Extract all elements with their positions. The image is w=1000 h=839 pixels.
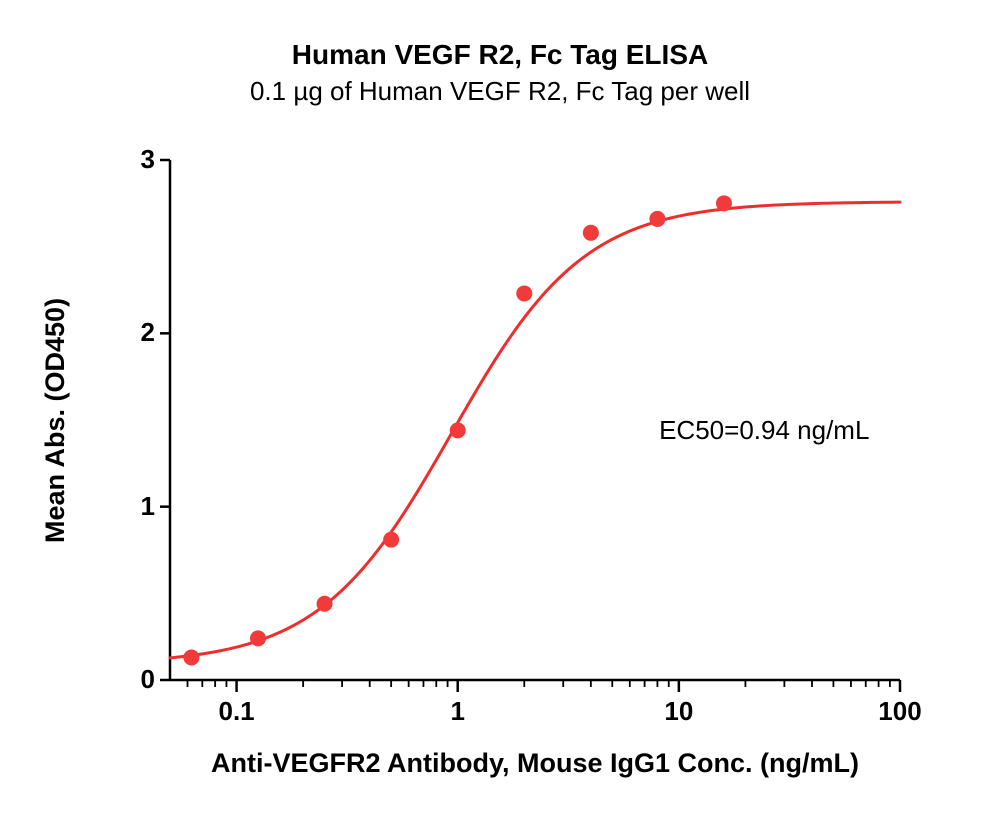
y-tick-label: 0 (115, 664, 155, 695)
elisa-chart: Human VEGF R2, Fc Tag ELISA 0.1 µg of Hu… (0, 0, 1000, 839)
y-tick-label: 1 (115, 491, 155, 522)
y-tick-label: 2 (115, 317, 155, 348)
chart-title-block: Human VEGF R2, Fc Tag ELISA 0.1 µg of Hu… (0, 38, 1000, 107)
x-tick-label: 1 (450, 696, 464, 727)
x-tick-label: 10 (664, 696, 693, 727)
x-tick-label: 100 (878, 696, 921, 727)
y-axis-label: Mean Abs. (OD450) (40, 297, 71, 542)
chart-title-main: Human VEGF R2, Fc Tag ELISA (0, 38, 1000, 72)
x-axis-label: Anti-VEGFR2 Antibody, Mouse IgG1 Conc. (… (170, 748, 900, 779)
chart-title-sub: 0.1 µg of Human VEGF R2, Fc Tag per well (0, 76, 1000, 107)
ec50-annotation: EC50=0.94 ng/mL (659, 415, 869, 446)
y-tick-label: 3 (115, 144, 155, 175)
x-tick-label: 0.1 (218, 696, 254, 727)
